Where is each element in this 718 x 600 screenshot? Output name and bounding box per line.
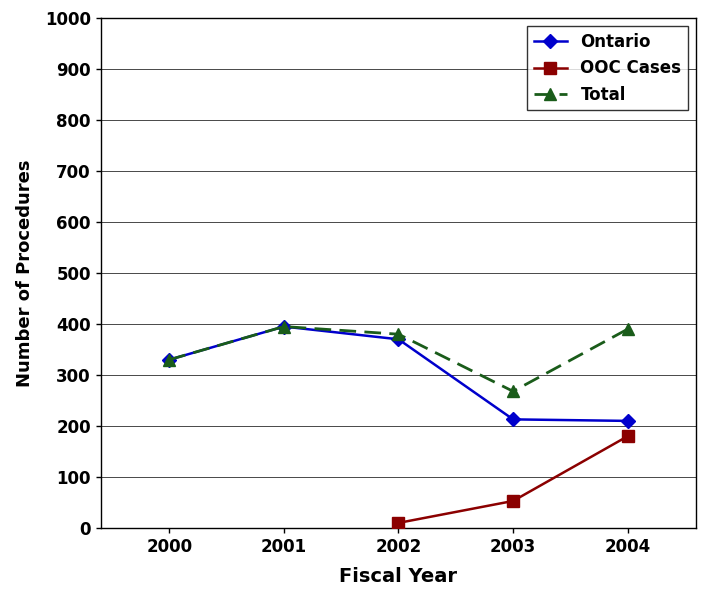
Ontario	[394, 335, 403, 343]
Line: OOC Cases: OOC Cases	[393, 431, 633, 529]
Ontario	[165, 356, 174, 363]
Total	[394, 331, 403, 338]
Ontario	[509, 416, 518, 423]
Total	[279, 323, 288, 330]
Line: Total: Total	[163, 320, 634, 398]
Legend: Ontario, OOC Cases, Total: Ontario, OOC Cases, Total	[527, 26, 688, 110]
OOC Cases	[394, 519, 403, 527]
Ontario	[623, 418, 632, 425]
Ontario	[279, 323, 288, 330]
OOC Cases	[509, 497, 518, 505]
Total	[509, 388, 518, 395]
Line: Ontario: Ontario	[164, 322, 633, 426]
Y-axis label: Number of Procedures: Number of Procedures	[16, 159, 34, 387]
X-axis label: Fiscal Year: Fiscal Year	[340, 567, 457, 586]
Total	[623, 325, 632, 332]
OOC Cases	[623, 433, 632, 440]
Total	[165, 356, 174, 363]
